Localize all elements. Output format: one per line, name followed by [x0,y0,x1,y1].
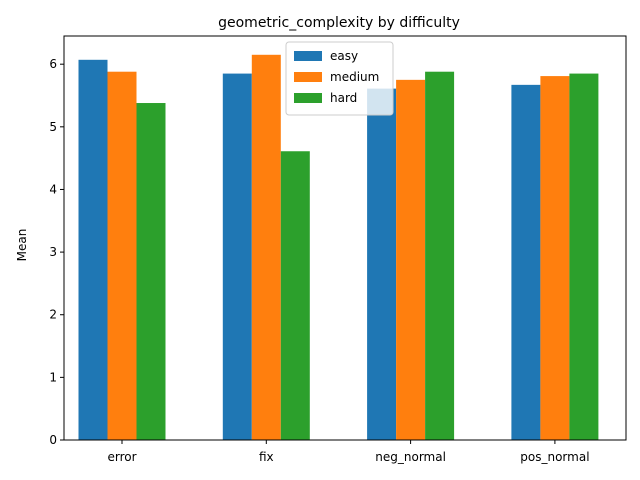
x-tick-label-neg_normal: neg_normal [375,450,446,464]
y-tick-label-3: 3 [49,245,57,259]
bar-hard-neg_normal [425,71,455,440]
legend: easy medium hard [285,41,394,116]
y-tick-label-4: 4 [49,182,57,196]
bar-hard-error [136,103,166,441]
legend-label-easy: easy [330,49,358,63]
bar-medium-pos_normal [540,76,570,440]
y-tick-label-5: 5 [49,120,57,134]
y-axis-label: Mean [15,229,29,262]
bar-easy-pos_normal [511,84,541,441]
legend-label-hard: hard [330,91,357,105]
bar-easy-fix [222,73,252,441]
bar-hard-pos_normal [569,73,599,441]
axes-layer: 0 1 2 3 4 5 6 error fix neg_normal pos_normal [49,35,627,464]
bar-easy-neg_normal [367,88,397,440]
plot-frame [63,35,627,441]
chart-title: geometric_complexity by difficulty [218,15,460,31]
x-tick-label-pos_normal: pos_normal [520,450,589,464]
bar-easy-error [78,59,108,441]
y-tick-label-6: 6 [49,57,57,71]
bar-medium-error [107,71,137,440]
y-tick-label-2: 2 [49,308,57,322]
x-tick-label-error: error [107,450,136,464]
legend-swatch-hard [294,93,322,103]
legend-label-medium: medium [330,70,379,84]
bar-hard-fix [280,151,310,440]
legend-swatch-easy [294,51,322,61]
bar-medium-neg_normal [396,79,426,440]
legend-swatch-medium [294,72,322,82]
y-tick-label-1: 1 [49,370,57,384]
bars-layer [78,54,599,441]
y-tick-label-0: 0 [49,433,57,447]
x-tick-label-fix: fix [259,450,274,464]
bar-medium-fix [251,54,281,440]
